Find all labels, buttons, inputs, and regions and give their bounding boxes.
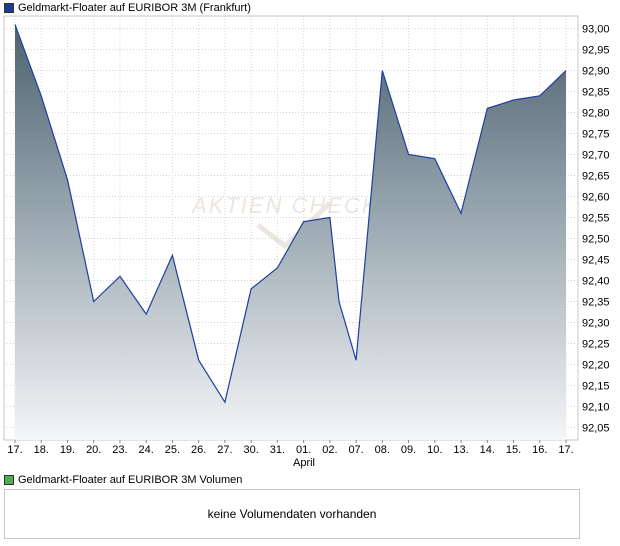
x-tick-label: 13. [453, 444, 468, 456]
y-tick-label: 92,20 [582, 359, 610, 371]
x-tick-label: 08. [375, 444, 390, 456]
y-tick-label: 92,30 [582, 317, 610, 329]
y-tick-label: 92,80 [582, 108, 610, 120]
y-tick-label: 92,85 [582, 87, 610, 99]
y-tick-label: 92,75 [582, 129, 610, 141]
x-tick-label: 30. [243, 444, 258, 456]
volume-empty-message: keine Volumendaten vorhanden [207, 507, 377, 521]
y-tick-label: 92,55 [582, 213, 610, 225]
price-legend-swatch [4, 3, 14, 13]
month-label: April [293, 457, 315, 469]
x-tick-label: 17. [558, 444, 573, 456]
x-tick-label: 24. [139, 444, 154, 456]
y-tick-label: 93,00 [582, 24, 610, 36]
y-tick-label: 92,70 [582, 150, 610, 162]
y-tick-label: 92,40 [582, 275, 610, 287]
price-legend-label: Geldmarkt-Floater auf EURIBOR 3M (Frankf… [18, 2, 251, 14]
x-tick-label: 14. [480, 444, 495, 456]
price-line [14, 24, 567, 404]
watermark: AKTIEN CHECK [190, 193, 379, 250]
volume-legend: Geldmarkt-Floater auf EURIBOR 3M Volumen [4, 474, 242, 486]
y-tick-label: 92,25 [582, 338, 610, 350]
price-legend: Geldmarkt-Floater auf EURIBOR 3M (Frankf… [4, 2, 251, 14]
x-tick-label: 07. [348, 444, 363, 456]
x-axis-ticks: 17. 18. 19. 20. 23. 24. 25. 26. 27. 30. 31. 01. 02. 0… [7, 440, 574, 456]
x-tick-label: 02. [322, 444, 337, 456]
x-tick-label: 01. [296, 444, 311, 456]
y-tick-label: 92,95 [582, 45, 610, 57]
x-tick-label: 10. [427, 444, 442, 456]
x-tick-label: 17. [7, 444, 22, 456]
y-axis-ticks: 93,00 92,95 92,90 92,85 92,80 92,75 92,70 92,65… [582, 24, 610, 435]
x-tick-label: 16. [532, 444, 547, 456]
y-tick-label: 92,90 [582, 66, 610, 78]
x-tick-label: 09. [401, 444, 416, 456]
x-tick-label: 25. [165, 444, 180, 456]
y-tick-label: 92,65 [582, 171, 610, 183]
y-tick-label: 92,60 [582, 192, 610, 204]
y-tick-label: 92,15 [582, 380, 610, 392]
x-tick-label: 23. [112, 444, 127, 456]
watermark-text: AKTIEN CHECK [190, 193, 379, 218]
volume-legend-label: Geldmarkt-Floater auf EURIBOR 3M Volumen [18, 474, 243, 486]
watermark-check-icon [256, 201, 332, 250]
x-tick-label: 19. [60, 444, 75, 456]
x-tick-label: 26. [191, 444, 206, 456]
x-tick-label: 27. [217, 444, 232, 456]
y-tick-label: 92,35 [582, 296, 610, 308]
y-tick-label: 92,45 [582, 254, 610, 266]
volume-legend-swatch [4, 475, 14, 485]
y-tick-label: 92,10 [582, 401, 610, 413]
x-tick-label: 20. [86, 444, 101, 456]
price-chart: AKTIEN CHECK 93,00 92,95 92,90 92,85 92,80 92… [3, 15, 610, 469]
y-tick-label: 92,05 [582, 422, 610, 434]
x-tick-label: 18. [34, 444, 49, 456]
x-tick-label: 31. [270, 444, 285, 456]
x-tick-label: 15. [506, 444, 521, 456]
volume-panel: keine Volumendaten vorhanden [4, 489, 580, 539]
y-tick-label: 92,50 [582, 233, 610, 245]
price-area [15, 24, 566, 441]
